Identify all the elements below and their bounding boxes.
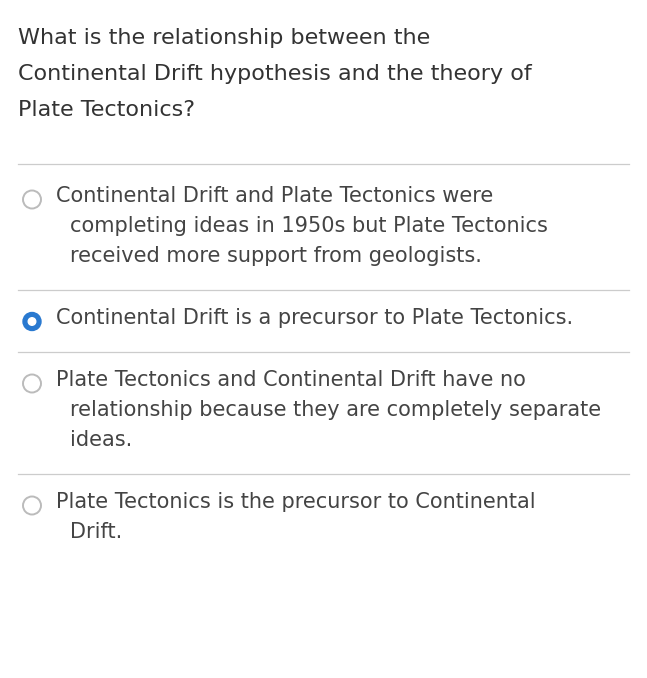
Text: received more support from geologists.: received more support from geologists. — [70, 246, 482, 266]
Text: completing ideas in 1950s but Plate Tectonics: completing ideas in 1950s but Plate Tect… — [70, 216, 548, 236]
Text: Plate Tectonics is the precursor to Continental: Plate Tectonics is the precursor to Cont… — [56, 492, 536, 512]
Text: What is the relationship between the: What is the relationship between the — [18, 28, 430, 48]
Text: ideas.: ideas. — [70, 430, 132, 450]
Circle shape — [23, 313, 41, 330]
Text: Plate Tectonics?: Plate Tectonics? — [18, 100, 195, 120]
Text: Drift.: Drift. — [70, 522, 122, 542]
Circle shape — [28, 318, 36, 325]
Text: Continental Drift is a precursor to Plate Tectonics.: Continental Drift is a precursor to Plat… — [56, 308, 573, 328]
Text: relationship because they are completely separate: relationship because they are completely… — [70, 400, 601, 420]
Text: Continental Drift and Plate Tectonics were: Continental Drift and Plate Tectonics we… — [56, 186, 493, 206]
Text: Plate Tectonics and Continental Drift have no: Plate Tectonics and Continental Drift ha… — [56, 370, 526, 390]
Text: Continental Drift hypothesis and the theory of: Continental Drift hypothesis and the the… — [18, 64, 532, 84]
